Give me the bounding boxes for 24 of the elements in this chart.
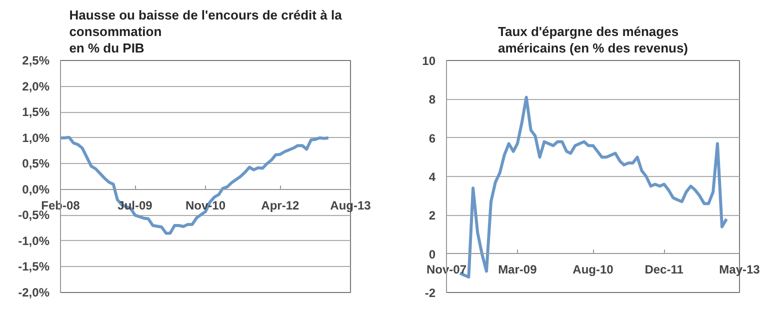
x-tick-label: Nov-07 <box>426 262 467 276</box>
y-tick-label: 10 <box>422 54 436 68</box>
y-tick-label: -1,0% <box>18 234 50 248</box>
chart-title: Taux d'épargne des ménages américains (en % des revenus) <box>498 24 688 56</box>
x-tick-label: Mar-09 <box>498 262 538 276</box>
y-tick-label: 2,5% <box>22 54 50 68</box>
y-tick-label: 4 <box>428 170 436 184</box>
x-tick-label: Apr-12 <box>261 198 300 212</box>
y-tick-label: 0 <box>428 247 436 262</box>
y-tick-label: -2,0% <box>18 286 50 300</box>
chart-title: Hausse ou baisse de l'encours de crédit à la consommation en % du PIB <box>69 8 343 56</box>
y-tick-label: 1,5% <box>22 105 50 120</box>
x-tick-label: Dec-11 <box>644 262 684 276</box>
y-tick-label: 8 <box>428 92 436 107</box>
y-tick-label: -2 <box>424 286 436 300</box>
y-tick-label: 6 <box>428 131 436 146</box>
y-tick-label: -0,5% <box>18 208 50 222</box>
y-tick-label: 1,0% <box>22 130 50 145</box>
x-tick-label: Aug-10 <box>572 262 614 276</box>
y-tick-label: 2,0% <box>22 79 50 94</box>
y-tick-label: 0,0% <box>22 182 50 196</box>
y-tick-label: 0,5% <box>22 156 50 171</box>
y-tick-label: -1,5% <box>18 260 50 274</box>
y-tick-label: 2 <box>428 208 436 223</box>
